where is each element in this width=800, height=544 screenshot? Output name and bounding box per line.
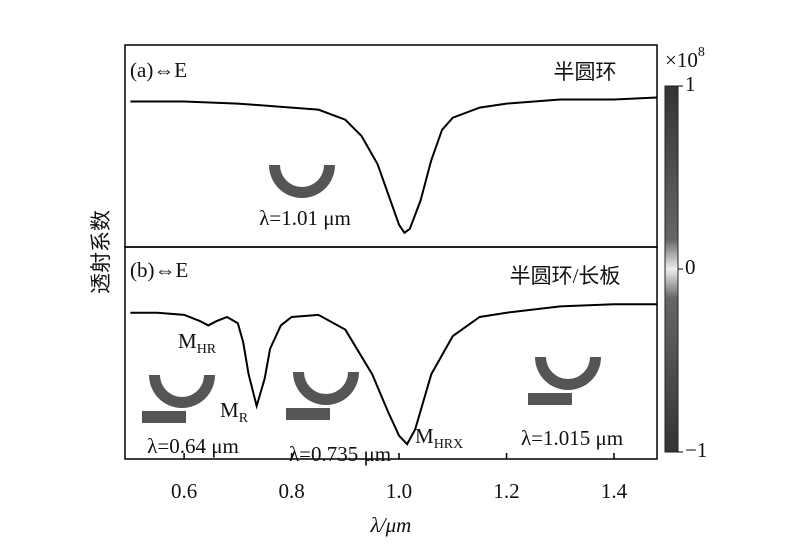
annotation-text: M xyxy=(415,424,434,448)
inset-ring xyxy=(269,165,335,198)
x-axis-label: λ/μm xyxy=(370,513,412,537)
inset-ring xyxy=(293,372,359,405)
annotation-text: λ=1.01 μm xyxy=(259,206,351,230)
colorbar-tick-label: −1 xyxy=(685,438,707,462)
annotation: 半圆环/长板 xyxy=(510,264,621,288)
inset-ring xyxy=(149,375,215,408)
multiplier-exponent: 8 xyxy=(698,45,705,60)
annotation-text: M xyxy=(220,398,239,422)
inset-plate xyxy=(142,411,186,423)
inset-plate xyxy=(286,408,330,420)
colorbar-tick-label: 0 xyxy=(685,255,696,279)
y-axis-label: 透射系数 xyxy=(89,210,113,294)
annotation: MHRX xyxy=(415,424,463,452)
annotation: MR xyxy=(220,398,249,426)
annotation-text: (a)⇔E xyxy=(130,58,187,82)
annotation: MHR xyxy=(178,329,217,357)
annotation: (a)⇔E xyxy=(130,58,187,82)
annotation-text: λ=0.735 μm xyxy=(289,442,391,466)
annotation: λ=0.735 μm xyxy=(289,442,391,466)
annotation: λ=0.64 μm xyxy=(147,434,239,458)
annotation-subscript: R xyxy=(239,411,249,426)
annotation-text: λ=1.015 μm xyxy=(521,426,623,450)
annotation: λ=1.015 μm xyxy=(521,426,623,450)
colorbar xyxy=(664,85,679,453)
x-tick-label: 1.0 xyxy=(386,479,412,503)
annotation-text: 半圆环/长板 xyxy=(510,264,621,288)
multiplier-base: ×10 xyxy=(665,48,698,72)
annotation-subscript: HR xyxy=(197,342,217,357)
inset-plate xyxy=(528,393,572,405)
annotation: 半圆环 xyxy=(554,60,617,84)
annotation-text: M xyxy=(178,329,197,353)
x-tick-label: 1.4 xyxy=(601,479,628,503)
colorbar-tick-label: 1 xyxy=(685,72,696,96)
annotation-text: (b)⇔E xyxy=(130,258,188,282)
inset-ring xyxy=(535,357,601,390)
plot-frame xyxy=(124,246,658,460)
x-tick-label: 0.6 xyxy=(171,479,197,503)
annotation-subscript: HRX xyxy=(434,437,464,452)
curve xyxy=(130,303,657,446)
annotation: λ=1.01 μm xyxy=(259,206,351,230)
annotation-text: 半圆环 xyxy=(554,60,617,84)
x-tick-label: 1.2 xyxy=(493,479,519,503)
colorbar-multiplier: ×108 xyxy=(665,45,705,72)
x-tick-label: 0.8 xyxy=(278,479,304,503)
annotation-text: λ=0.64 μm xyxy=(147,434,239,458)
annotation: (b)⇔E xyxy=(130,258,188,282)
curve xyxy=(130,96,658,235)
